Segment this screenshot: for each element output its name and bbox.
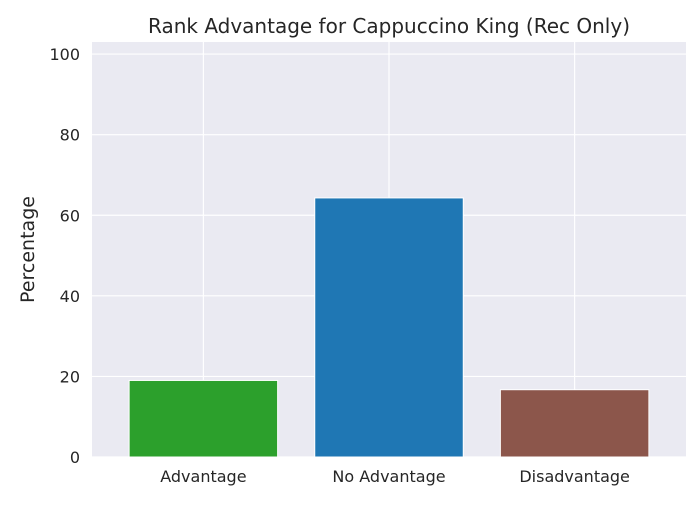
chart-title: Rank Advantage for Cappuccino King (Rec …	[148, 14, 630, 38]
bars	[128, 197, 650, 458]
bar-disadvantage	[499, 389, 650, 458]
y-axis-label: Percentage	[17, 196, 39, 303]
y-tick-label: 40	[60, 287, 80, 306]
x-tick-label: Disadvantage	[519, 467, 630, 486]
y-tick-label: 0	[70, 448, 80, 467]
bar-advantage	[128, 379, 279, 458]
x-tick-label: Advantage	[160, 467, 246, 486]
y-axis-ticks: 0 20 40 60 80 100	[49, 45, 80, 467]
bar-no-advantage	[314, 197, 464, 458]
y-tick-label: 60	[60, 206, 80, 225]
x-tick-label: No Advantage	[332, 467, 445, 486]
y-tick-label: 100	[49, 45, 80, 64]
y-tick-label: 20	[60, 367, 80, 386]
x-axis-ticks: Advantage No Advantage Disadvantage	[160, 467, 630, 486]
y-tick-label: 80	[60, 126, 80, 145]
